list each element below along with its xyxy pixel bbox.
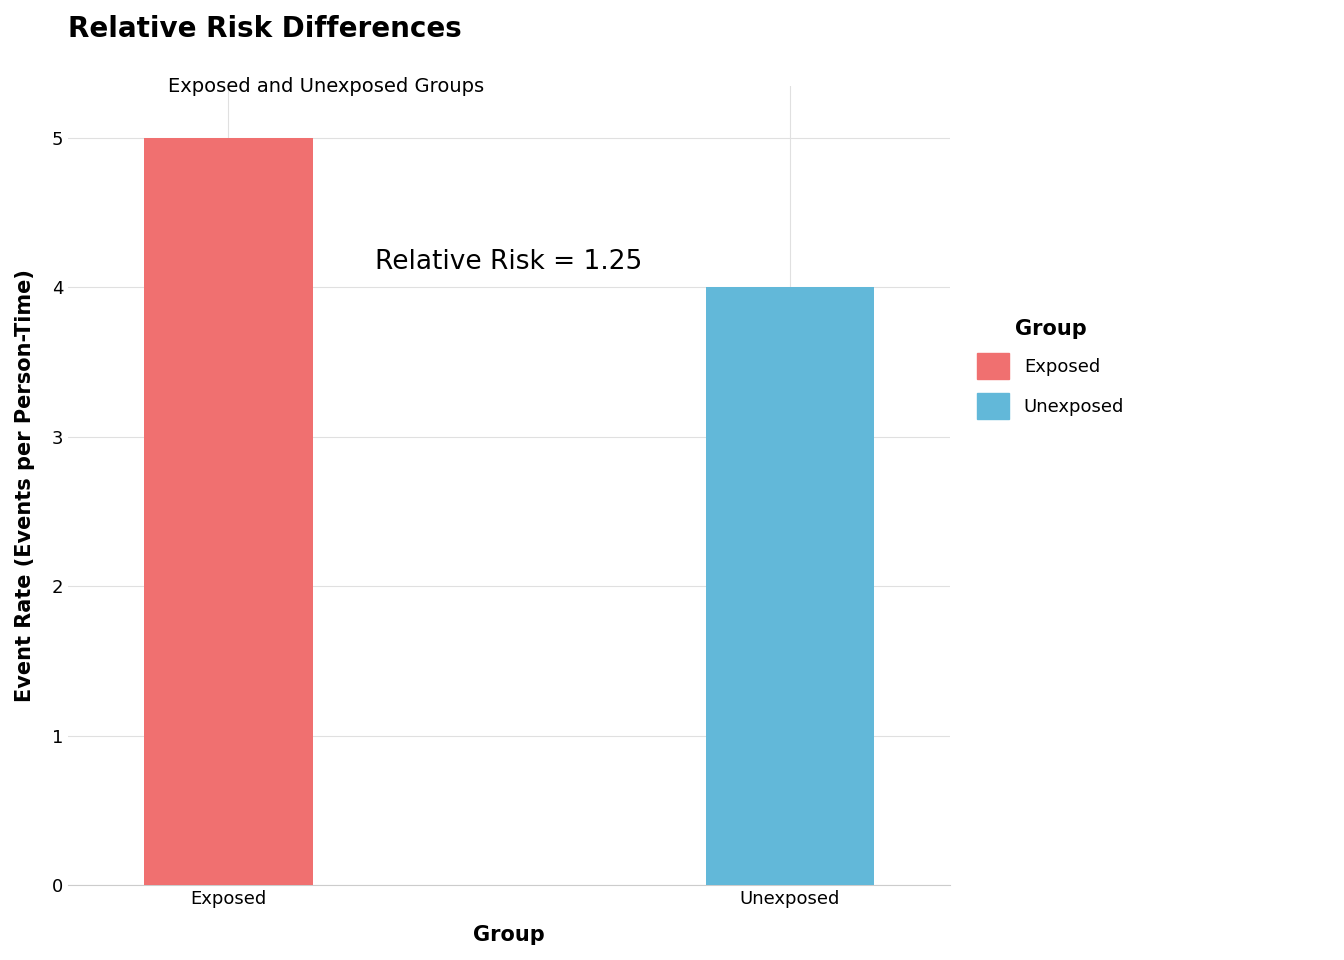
X-axis label: Group: Group xyxy=(473,925,546,945)
Text: Relative Risk = 1.25: Relative Risk = 1.25 xyxy=(375,250,642,276)
Bar xyxy=(144,138,313,885)
Text: Relative Risk Differences: Relative Risk Differences xyxy=(69,15,462,43)
Y-axis label: Event Rate (Events per Person-Time): Event Rate (Events per Person-Time) xyxy=(15,269,35,702)
Legend: Exposed, Unexposed: Exposed, Unexposed xyxy=(977,319,1124,419)
Bar xyxy=(706,287,874,885)
Text: Exposed and Unexposed Groups: Exposed and Unexposed Groups xyxy=(168,77,484,96)
